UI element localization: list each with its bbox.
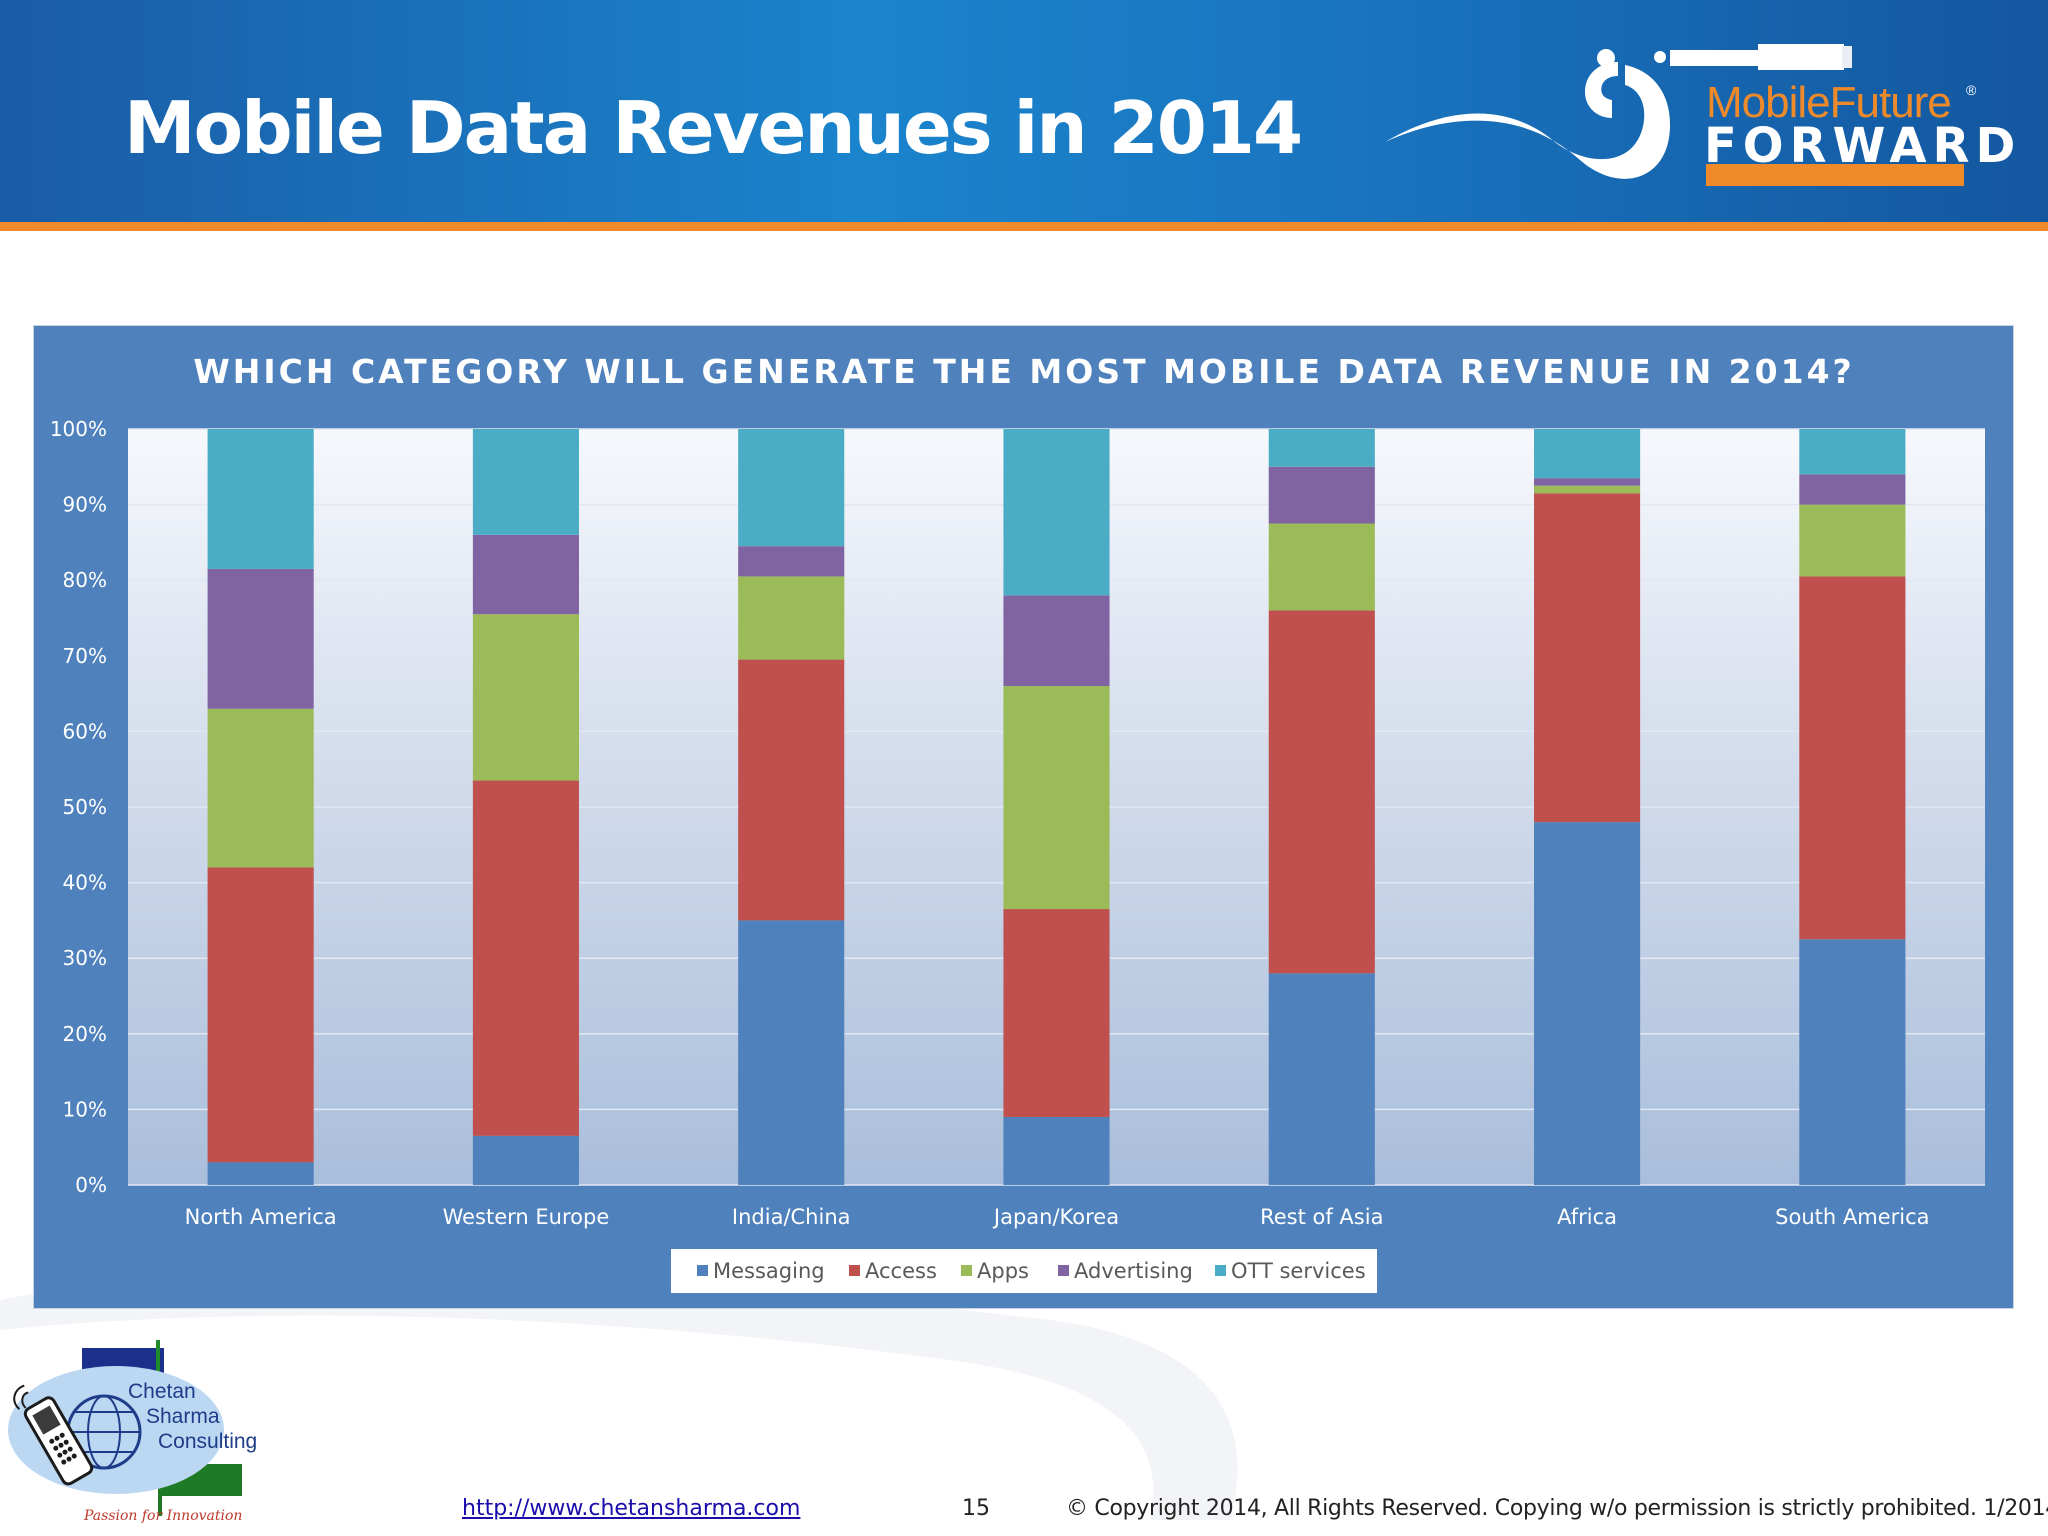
legend-label-advertising: Advertising bbox=[1074, 1259, 1193, 1283]
x-tick-label: North America bbox=[185, 1205, 337, 1229]
bar-apps bbox=[472, 614, 579, 781]
bar-ott-services bbox=[1534, 429, 1641, 479]
bar-apps bbox=[1268, 523, 1375, 611]
y-tick-label: 90% bbox=[63, 493, 107, 517]
csc-logo-line1: Chetan bbox=[128, 1380, 196, 1403]
y-tick-label: 0% bbox=[75, 1173, 107, 1197]
footer-website-link[interactable]: http://www.chetansharma.com bbox=[462, 1496, 801, 1521]
legend-item-access: Access bbox=[849, 1258, 937, 1284]
bar-access bbox=[207, 867, 314, 1163]
bar-advertising bbox=[207, 568, 314, 709]
legend-swatch-ott-services bbox=[1215, 1264, 1226, 1276]
y-tick-label: 60% bbox=[63, 719, 107, 743]
y-tick-label: 100% bbox=[50, 417, 107, 441]
bar-advertising bbox=[1799, 474, 1906, 505]
y-tick-label: 20% bbox=[63, 1022, 107, 1046]
logo-registered-mark: ® bbox=[1966, 82, 1976, 98]
mobile-phone-icon bbox=[13, 1384, 94, 1486]
chetan-sharma-consulting-logo bbox=[8, 1340, 242, 1516]
bar-access bbox=[1268, 610, 1375, 974]
bar-messaging bbox=[1003, 1116, 1110, 1185]
background-swoosh bbox=[0, 1269, 1238, 1520]
legend-label-apps: Apps bbox=[977, 1259, 1029, 1283]
mobile-future-forward-logo: MobileFuture ® FORWARD bbox=[1380, 30, 2015, 205]
bar-ott-services bbox=[207, 429, 314, 569]
bar-access bbox=[472, 780, 579, 1136]
chart-legend: Messaging Access Apps Advertising OTT se… bbox=[671, 1249, 1377, 1293]
bar-messaging bbox=[207, 1162, 314, 1185]
legend-label-ott-services: OTT services bbox=[1231, 1259, 1366, 1283]
bar-apps bbox=[207, 708, 314, 868]
spyglass-icon bbox=[1670, 44, 1852, 70]
legend-swatch-access bbox=[849, 1264, 860, 1276]
csc-tagline: Passion for Innovation bbox=[84, 1508, 243, 1524]
legend-item-ott-services: OTT services bbox=[1215, 1258, 1366, 1284]
x-tick-label: South America bbox=[1775, 1205, 1929, 1229]
bar-ott-services bbox=[1268, 429, 1375, 467]
copyright-notice: © Copyright 2014, All Rights Reserved. C… bbox=[1066, 1496, 2048, 1521]
legend-item-advertising: Advertising bbox=[1058, 1258, 1193, 1284]
legend-swatch-advertising bbox=[1058, 1264, 1069, 1276]
bar-apps bbox=[1003, 686, 1110, 910]
bar-advertising bbox=[738, 546, 845, 577]
bar-apps bbox=[1534, 485, 1641, 494]
x-tick-label: Japan/Korea bbox=[992, 1205, 1119, 1229]
y-tick-label: 50% bbox=[63, 795, 107, 819]
bar-messaging bbox=[1799, 939, 1906, 1185]
y-tick-label: 40% bbox=[63, 871, 107, 895]
legend-item-apps: Apps bbox=[961, 1258, 1029, 1284]
x-tick-label: Rest of Asia bbox=[1260, 1205, 1383, 1229]
legend-swatch-apps bbox=[961, 1264, 972, 1276]
header-accent-stripe bbox=[0, 222, 2048, 231]
y-tick-label: 30% bbox=[63, 946, 107, 970]
logo-orange-bar bbox=[1706, 164, 1964, 186]
bar-messaging bbox=[1534, 822, 1641, 1185]
csc-logo-line2: Sharma bbox=[146, 1405, 220, 1428]
bar-ott-services bbox=[1003, 429, 1110, 596]
bar-access bbox=[738, 659, 845, 921]
slide-title: Mobile Data Revenues in 2014 bbox=[124, 86, 1303, 170]
bar-ott-services bbox=[1799, 429, 1906, 475]
bar-access bbox=[1534, 493, 1641, 823]
chart-title: WHICH CATEGORY WILL GENERATE THE MOST MO… bbox=[193, 352, 1855, 391]
y-tick-label: 80% bbox=[63, 568, 107, 592]
logo-word-mobilefuture: MobileFuture bbox=[1706, 78, 1952, 127]
bar-advertising bbox=[1534, 478, 1641, 486]
bar-advertising bbox=[1268, 466, 1375, 524]
legend-item-messaging: Messaging bbox=[697, 1258, 825, 1284]
legend-label-access: Access bbox=[865, 1259, 937, 1283]
bar-apps bbox=[1799, 504, 1906, 577]
x-tick-label: Western Europe bbox=[443, 1205, 610, 1229]
legend-label-messaging: Messaging bbox=[713, 1259, 825, 1283]
y-tick-label: 70% bbox=[63, 644, 107, 668]
csc-logo-line3: Consulting bbox=[158, 1430, 258, 1453]
stacked-bar-chart: 0% 10% 20% 30% 40% 50% 60% 70% 80% 90% 100% North … bbox=[50, 417, 1985, 1229]
bar-ott-services bbox=[472, 429, 579, 535]
y-tick-label: 10% bbox=[63, 1097, 107, 1121]
bar-apps bbox=[738, 576, 845, 660]
bar-ott-services bbox=[738, 429, 845, 547]
bar-access bbox=[1003, 909, 1110, 1117]
legend-swatch-messaging bbox=[697, 1264, 708, 1276]
page-number: 15 bbox=[962, 1496, 990, 1521]
x-tick-label: India/China bbox=[732, 1205, 851, 1229]
bar-messaging bbox=[1268, 973, 1375, 1185]
bar-messaging bbox=[738, 920, 845, 1185]
bar-advertising bbox=[472, 534, 579, 615]
bar-messaging bbox=[472, 1135, 579, 1185]
x-tick-label: Africa bbox=[1557, 1205, 1617, 1229]
bar-access bbox=[1799, 576, 1906, 940]
bar-advertising bbox=[1003, 595, 1110, 687]
